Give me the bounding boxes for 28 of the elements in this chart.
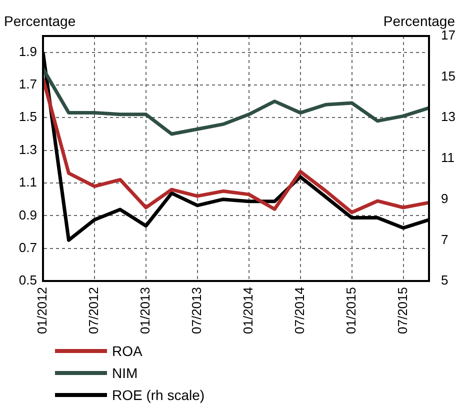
y-tick-label: 1.7 xyxy=(18,76,37,92)
x-tick-label: 01/2015 xyxy=(343,287,358,334)
legend-label: ROE (rh scale) xyxy=(112,387,205,403)
y-tick-label: 0.9 xyxy=(18,207,37,222)
y2-tick-label: 11 xyxy=(441,150,454,166)
y-tick-label: 1.1 xyxy=(18,174,37,190)
y2-tick-label: 5 xyxy=(441,272,448,288)
y-tick-label: 0.7 xyxy=(18,240,37,255)
y2-tick-label: 9 xyxy=(441,190,448,206)
x-tick-label: 07/2014 xyxy=(292,287,307,334)
y2-tick-label: 17 xyxy=(441,28,456,43)
x-tick-label: 01/2013 xyxy=(138,287,153,334)
y2-axis-title: Percentage xyxy=(383,13,456,29)
x-tick-label: 07/2012 xyxy=(86,287,102,334)
x-tick-label: 01/2014 xyxy=(240,287,256,334)
y-tick-label: 0.5 xyxy=(18,272,37,288)
legend-label: ROA xyxy=(112,343,142,359)
x-tick-label: 01/2012 xyxy=(34,287,50,334)
legend-label: NIM xyxy=(112,365,138,381)
y-tick-label: 1.5 xyxy=(18,109,37,124)
x-tick-label: 07/2013 xyxy=(188,287,204,334)
x-tick-label: 07/2015 xyxy=(394,287,410,334)
y2-tick-label: 15 xyxy=(441,68,456,84)
y-axis-title: Percentage xyxy=(4,13,76,29)
y2-tick-label: 7 xyxy=(441,232,448,247)
y2-tick-label: 13 xyxy=(441,109,456,124)
y-tick-label: 1.9 xyxy=(18,44,37,59)
y-tick-label: 1.3 xyxy=(18,142,37,157)
